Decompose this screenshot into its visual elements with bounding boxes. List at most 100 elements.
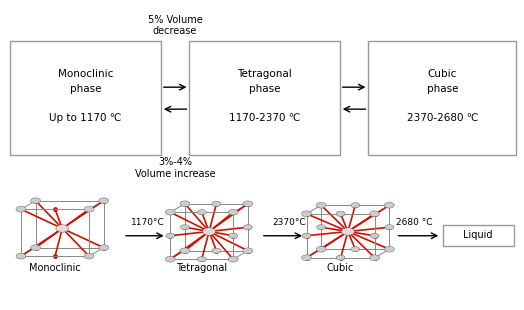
Point bbox=[100, 245, 108, 250]
Point bbox=[385, 203, 394, 208]
Point bbox=[51, 207, 59, 212]
Point bbox=[302, 211, 311, 216]
Point bbox=[17, 207, 25, 212]
Circle shape bbox=[99, 245, 109, 250]
Text: Monoclinic: Monoclinic bbox=[29, 263, 81, 273]
Text: Cubic
phase

2370-2680 ℃: Cubic phase 2370-2680 ℃ bbox=[407, 69, 478, 123]
Point bbox=[317, 247, 325, 252]
Circle shape bbox=[385, 246, 395, 252]
Circle shape bbox=[316, 225, 326, 230]
Circle shape bbox=[302, 233, 311, 238]
Text: 5% Volume
decrease: 5% Volume decrease bbox=[148, 15, 202, 36]
Circle shape bbox=[56, 225, 69, 232]
Text: 2370°C: 2370°C bbox=[272, 218, 306, 227]
Point bbox=[370, 233, 379, 238]
Circle shape bbox=[16, 206, 26, 212]
Point bbox=[85, 207, 93, 212]
Circle shape bbox=[180, 201, 190, 207]
Point bbox=[181, 201, 189, 206]
Circle shape bbox=[166, 256, 175, 262]
Point bbox=[17, 254, 25, 259]
Circle shape bbox=[84, 206, 94, 212]
Point bbox=[302, 233, 311, 238]
Circle shape bbox=[351, 203, 360, 208]
Point bbox=[229, 257, 237, 262]
Circle shape bbox=[228, 209, 238, 215]
Circle shape bbox=[336, 255, 345, 260]
Text: 2680 °C: 2680 °C bbox=[396, 218, 432, 227]
Point bbox=[85, 254, 93, 259]
Text: 1170°C: 1170°C bbox=[131, 218, 165, 227]
Point bbox=[166, 210, 174, 215]
Circle shape bbox=[316, 246, 326, 252]
Circle shape bbox=[197, 210, 206, 215]
Bar bbox=[10, 41, 161, 155]
Circle shape bbox=[212, 248, 221, 253]
Point bbox=[229, 233, 237, 238]
Circle shape bbox=[197, 257, 206, 262]
Point bbox=[244, 225, 252, 230]
Circle shape bbox=[316, 202, 326, 208]
Circle shape bbox=[336, 211, 345, 216]
Point bbox=[336, 211, 345, 216]
Circle shape bbox=[342, 228, 354, 235]
Point bbox=[181, 225, 189, 230]
Bar bbox=[189, 41, 340, 155]
Point bbox=[317, 225, 325, 230]
Circle shape bbox=[243, 225, 253, 230]
Point bbox=[198, 210, 206, 215]
Point bbox=[385, 247, 394, 252]
Point bbox=[351, 203, 359, 208]
Point bbox=[244, 248, 252, 253]
Point bbox=[166, 257, 174, 262]
Bar bbox=[443, 224, 514, 246]
Point bbox=[351, 247, 359, 252]
Circle shape bbox=[30, 198, 41, 204]
Point bbox=[51, 254, 59, 259]
Text: Tetragonal: Tetragonal bbox=[176, 263, 227, 273]
Text: Tetragonal
phase

1170-2370 ℃: Tetragonal phase 1170-2370 ℃ bbox=[229, 69, 300, 123]
Text: 3%-4%
Volume increase: 3%-4% Volume increase bbox=[135, 157, 215, 179]
Point bbox=[370, 211, 379, 216]
Circle shape bbox=[370, 255, 380, 261]
Circle shape bbox=[180, 225, 190, 230]
Circle shape bbox=[16, 253, 26, 259]
Point bbox=[212, 201, 221, 206]
Circle shape bbox=[228, 256, 238, 262]
Point bbox=[385, 225, 394, 230]
Circle shape bbox=[243, 248, 253, 254]
Circle shape bbox=[99, 198, 109, 204]
Point bbox=[166, 233, 174, 238]
Circle shape bbox=[302, 255, 311, 261]
Circle shape bbox=[166, 209, 175, 215]
Point bbox=[244, 201, 252, 206]
Circle shape bbox=[228, 233, 238, 238]
Point bbox=[370, 255, 379, 260]
Circle shape bbox=[84, 253, 94, 259]
Circle shape bbox=[385, 202, 395, 208]
Circle shape bbox=[166, 233, 175, 238]
Text: Liquid: Liquid bbox=[463, 230, 493, 241]
Point bbox=[317, 203, 325, 208]
Point bbox=[198, 257, 206, 262]
Bar bbox=[368, 41, 516, 155]
Circle shape bbox=[30, 245, 41, 250]
Circle shape bbox=[370, 211, 380, 217]
Point bbox=[181, 248, 189, 253]
Circle shape bbox=[302, 211, 311, 217]
Point bbox=[31, 245, 40, 250]
Text: Monoclinic
phase

Up to 1170 ℃: Monoclinic phase Up to 1170 ℃ bbox=[49, 69, 122, 123]
Circle shape bbox=[243, 201, 253, 207]
Point bbox=[229, 210, 237, 215]
Circle shape bbox=[351, 247, 360, 252]
Circle shape bbox=[370, 233, 379, 238]
Point bbox=[212, 248, 221, 253]
Point bbox=[100, 198, 108, 203]
Point bbox=[31, 198, 40, 203]
Text: Cubic: Cubic bbox=[327, 263, 354, 273]
Point bbox=[336, 255, 345, 260]
Circle shape bbox=[212, 201, 221, 206]
Circle shape bbox=[180, 248, 190, 254]
Circle shape bbox=[203, 228, 215, 235]
Circle shape bbox=[385, 225, 394, 230]
